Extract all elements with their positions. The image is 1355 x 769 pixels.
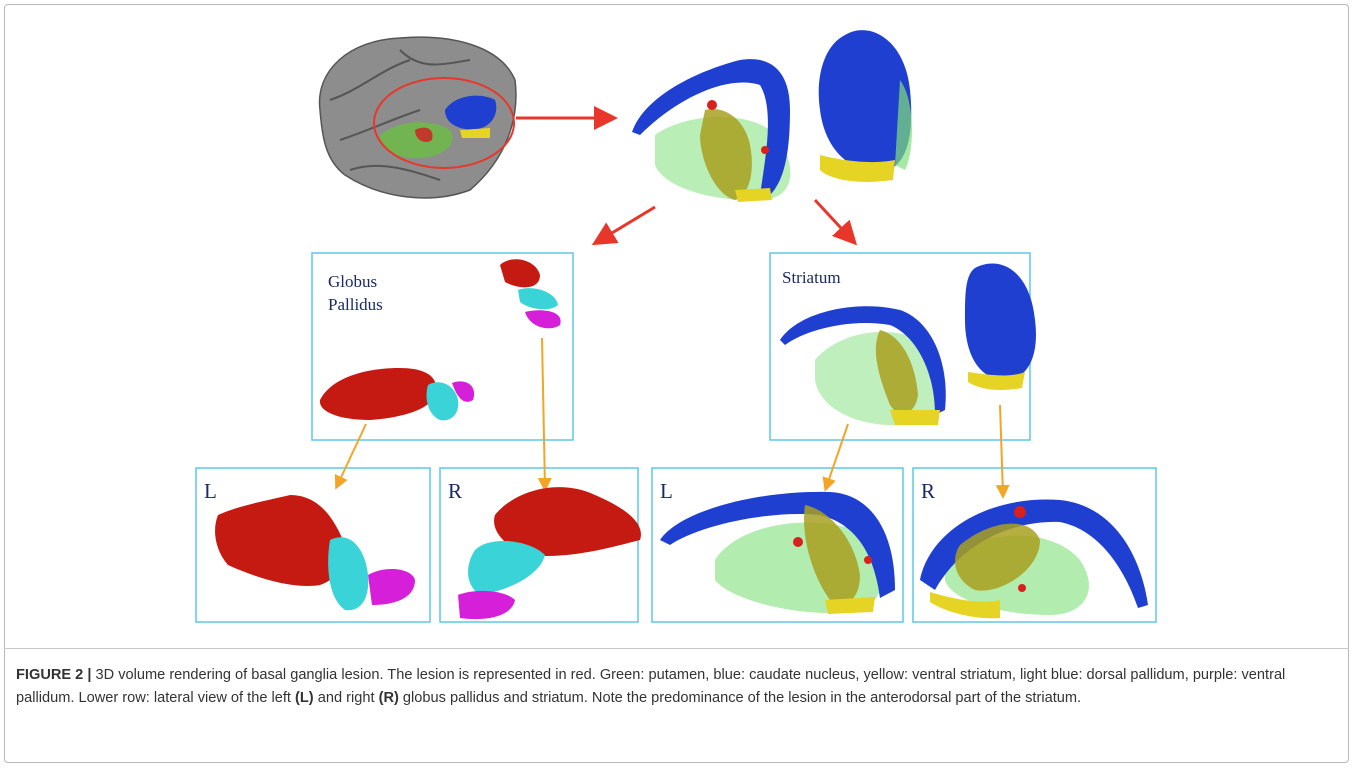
caption-label: FIGURE 2 | <box>16 667 92 683</box>
arrow <box>537 337 552 492</box>
caption-text: (R) <box>378 690 399 706</box>
arrow <box>995 404 1010 499</box>
figure-frame <box>4 4 1349 763</box>
left-globus-pallidus <box>215 495 415 611</box>
arrow <box>813 198 858 246</box>
panel-label: Globus <box>328 272 377 291</box>
caption-text: (L) <box>295 690 314 706</box>
right-globus-pallidus <box>458 487 641 620</box>
right-striatum <box>920 499 1148 619</box>
separator <box>4 648 1349 649</box>
caption-text: 3D volume rendering of basal ganglia les… <box>16 667 1286 706</box>
caption-text: globus pallidus and striatum. Note the p… <box>398 690 1082 706</box>
arrow <box>591 205 656 246</box>
globus-pallidus-render <box>319 259 561 421</box>
view-label: R <box>921 479 935 503</box>
view-label: R <box>448 479 462 503</box>
arrow <box>334 423 367 490</box>
view-label: L <box>660 479 673 503</box>
panel-label: Striatum <box>782 268 841 287</box>
figure-caption: FIGURE 2 | 3D volume rendering of basal … <box>16 664 1341 710</box>
striatum-render-box <box>780 263 1036 426</box>
panel-label: Pallidus <box>328 295 383 314</box>
figure-image: Globus Pallidus Striatum L R L R <box>195 30 1157 623</box>
left-striatum <box>660 491 895 614</box>
arrow <box>822 423 849 492</box>
brain-render <box>318 36 517 199</box>
view-label: L <box>204 479 217 503</box>
striatum-render-top <box>632 30 912 202</box>
caption-text: and right <box>313 690 379 706</box>
